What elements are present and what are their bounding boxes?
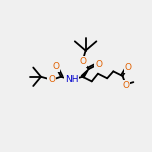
Text: O: O: [95, 60, 102, 69]
Polygon shape: [81, 69, 89, 78]
Text: NH: NH: [65, 75, 78, 84]
Text: O: O: [48, 75, 55, 84]
Text: O: O: [52, 62, 59, 71]
Text: O: O: [79, 57, 86, 66]
Text: O: O: [124, 63, 131, 72]
Text: O: O: [122, 81, 129, 90]
